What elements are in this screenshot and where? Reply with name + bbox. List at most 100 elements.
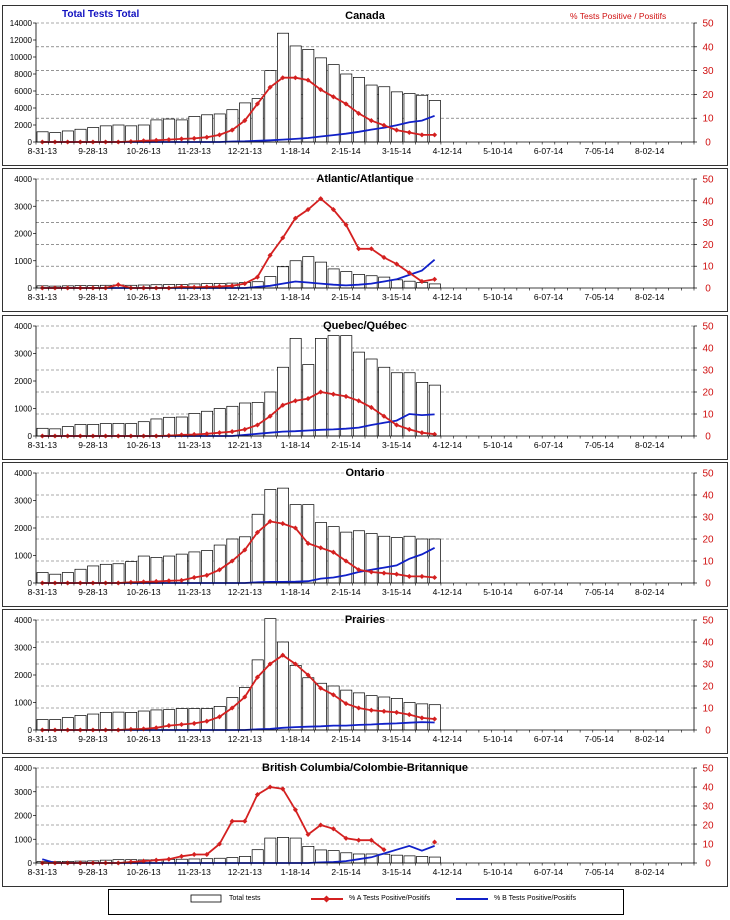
y-right-tick-label: 50	[702, 469, 714, 480]
series-a-point	[229, 558, 235, 564]
bar-total-tests	[315, 57, 327, 143]
x-tick-label: 6-07-14	[534, 292, 564, 302]
y-left-tick-label: 6000	[14, 87, 32, 96]
series-a-point	[394, 261, 400, 267]
series-a-point	[204, 134, 210, 140]
bar-total-tests	[163, 416, 176, 437]
legend-label-a: % A Tests Positive/Positifs	[349, 895, 431, 902]
x-tick-label: 2-15-14	[331, 867, 361, 877]
x-tick-label: 4-12-14	[433, 292, 463, 302]
y-right-tick-label: 30	[702, 218, 714, 229]
x-tick-label: 8-02-14	[635, 146, 665, 156]
chart-title: British Columbia/Colombie-Britannique	[262, 762, 468, 774]
series-a-point	[381, 122, 387, 128]
bar-total-tests	[315, 849, 327, 864]
x-tick-label: 8-02-14	[635, 867, 665, 877]
chart-svg: 0 1000 2000 3000 4000 0 10 20 30 40 50 8-31-13 9-28-…	[2, 315, 728, 460]
series-a-point	[318, 685, 324, 691]
x-tick-label: 3-15-14	[382, 734, 412, 744]
x-tick-label: 2-15-14	[331, 734, 361, 744]
x-tick-label: 8-31-13	[28, 146, 58, 156]
bar-total-tests	[289, 837, 302, 864]
chart-svg: 0 2000 4000 6000 8000 10000 12000 14000 0 10 20 30 4…	[2, 5, 728, 166]
series-a-line	[42, 197, 435, 289]
y-left-tick-label: 4000	[14, 175, 32, 184]
y-right-tick-label: 0	[705, 859, 711, 870]
x-tick-label: 10-26-13	[127, 440, 161, 450]
bar-total-tests	[390, 854, 403, 864]
bar-total-tests	[239, 855, 251, 864]
y-right-tick-label: 30	[702, 366, 714, 377]
x-tick-label: 6-07-14	[534, 587, 564, 597]
panel-border	[2, 315, 728, 460]
legend: Total tests % A Tests Positive/Positifs …	[108, 889, 624, 915]
x-tick-label: 12-21-13	[228, 734, 262, 744]
bar-total-tests	[365, 84, 378, 143]
chart-svg: 0 1000 2000 3000 4000 0 10 20 30 40 50 8-31-13 9-28-…	[2, 609, 728, 754]
y-left-tick-label: 2000	[14, 812, 32, 821]
x-tick-label: 9-28-13	[78, 292, 108, 302]
chart-svg: 0 1000 2000 3000 4000 0 10 20 30 40 50 8-31-13 9-28-…	[2, 168, 728, 312]
y-left-tick-label: 0	[28, 432, 33, 441]
series-a-point	[280, 652, 286, 658]
y-right-tick-label: 40	[702, 638, 714, 649]
panel-border	[2, 5, 728, 166]
chart-title: Quebec/Québec	[323, 320, 407, 332]
series-a-point	[229, 127, 235, 133]
panel-quebec: 0 1000 2000 3000 4000 0 10 20 30 40 50 8-31-13 9-28-…	[2, 315, 728, 460]
bar-total-tests	[289, 504, 302, 584]
series-a-point	[242, 281, 248, 287]
x-tick-label: 7-05-14	[584, 587, 614, 597]
left-axis-title: Total Tests Total	[62, 9, 139, 20]
panel-prairies: 0 1000 2000 3000 4000 0 10 20 30 40 50 8-31-13 9-28-…	[2, 609, 728, 754]
series-a-point	[229, 705, 235, 711]
bar-total-tests	[264, 837, 277, 864]
x-tick-label: 5-10-14	[483, 587, 513, 597]
x-tick-label: 6-07-14	[534, 146, 564, 156]
series-a-point	[419, 278, 425, 285]
series-a-point	[254, 422, 260, 428]
panel-canada: 0 2000 4000 6000 8000 10000 12000 14000 0 10 20 30 4…	[2, 5, 728, 166]
x-tick-label: 11-23-13	[177, 440, 211, 450]
series-a-point	[204, 431, 210, 437]
series-a-point	[406, 270, 412, 276]
y-left-tick-label: 3000	[14, 644, 32, 653]
x-tick-label: 8-31-13	[28, 440, 58, 450]
y-right-tick-label: 40	[702, 491, 714, 502]
x-tick-label: 2-15-14	[331, 587, 361, 597]
y-right-tick-label: 20	[702, 240, 714, 251]
bar-total-tests	[378, 86, 391, 143]
x-tick-label: 8-02-14	[635, 440, 665, 450]
series-a-point	[368, 707, 374, 713]
x-tick-label: 4-12-14	[433, 867, 463, 877]
bar-total-tests	[378, 366, 391, 437]
y-right-tick-label: 30	[702, 802, 714, 813]
bar-total-tests	[340, 689, 353, 731]
bar-total-tests	[378, 535, 391, 584]
x-tick-label: 1-18-14	[281, 734, 311, 744]
bar-total-tests	[302, 677, 315, 731]
y-right-tick-label: 0	[705, 138, 711, 149]
y-right-tick-label: 40	[702, 783, 714, 794]
bar-total-tests	[327, 64, 340, 143]
x-tick-label: 10-26-13	[127, 734, 161, 744]
bar-total-tests	[264, 70, 277, 143]
y-left-tick-label: 1000	[14, 552, 32, 561]
bar-total-tests	[403, 372, 416, 437]
series-a-point	[254, 792, 260, 798]
x-tick-label: 1-18-14	[281, 867, 311, 877]
series-a-point	[191, 851, 197, 857]
y-right-tick-label: 10	[702, 704, 714, 715]
series-a-point	[216, 132, 223, 138]
x-tick-label: 9-28-13	[78, 867, 108, 877]
x-tick-label: 12-21-13	[228, 587, 262, 597]
panel-ontario: 0 1000 2000 3000 4000 0 10 20 30 40 50 8-31-13 9-28-…	[2, 462, 728, 607]
x-tick-label: 10-26-13	[127, 587, 161, 597]
x-tick-label: 5-10-14	[483, 734, 513, 744]
bar-total-tests	[327, 335, 340, 437]
y-left-tick-label: 0	[28, 284, 33, 293]
series-a-point	[318, 196, 324, 202]
y-right-tick-label: 40	[702, 42, 714, 53]
bar-total-tests	[289, 665, 302, 731]
